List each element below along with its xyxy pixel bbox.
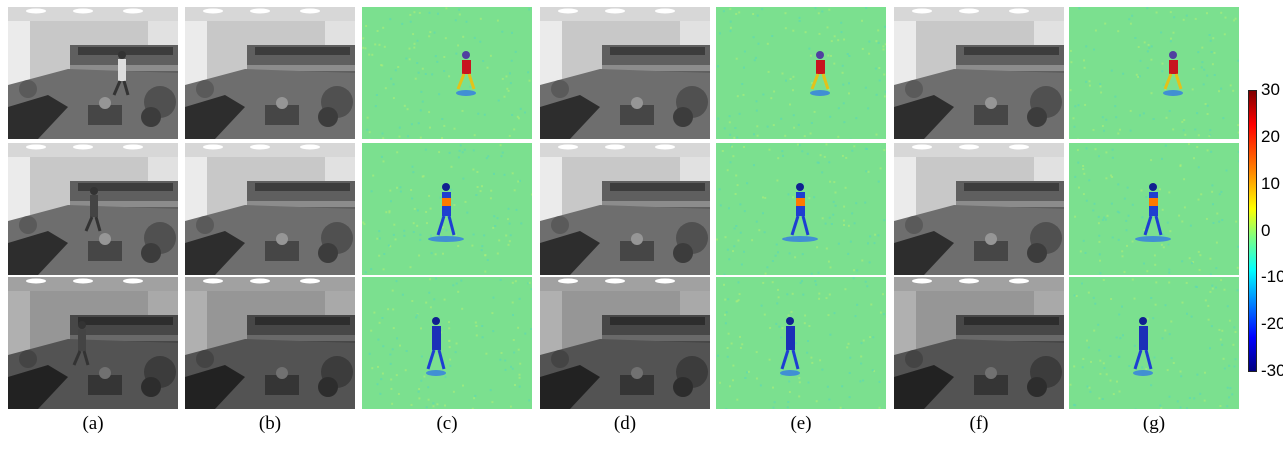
photo-panel xyxy=(8,277,178,409)
colorbar-tick-label: -20 xyxy=(1261,314,1283,333)
panel-caption: (g) xyxy=(1142,413,1166,434)
panel-caption: (c) xyxy=(436,413,458,434)
photo-panel xyxy=(8,7,178,139)
photo-panel xyxy=(894,277,1064,409)
panel-caption: (e) xyxy=(790,413,812,434)
photo-panel xyxy=(8,143,178,275)
colorbar-tick-label: 30 xyxy=(1261,80,1280,99)
heatmap-panel xyxy=(362,277,532,409)
panel-caption: (d) xyxy=(613,413,637,434)
colorbar xyxy=(1248,90,1257,372)
panel-caption: (f) xyxy=(969,413,989,434)
heatmap-panel xyxy=(1069,277,1239,409)
photo-panel xyxy=(894,7,1064,139)
heatmap-panel xyxy=(716,7,886,139)
photo-panel xyxy=(185,143,355,275)
colorbar-tick-label: 20 xyxy=(1261,127,1280,146)
colorbar-tick-label: -10 xyxy=(1261,267,1283,286)
photo-panel xyxy=(540,143,710,275)
heatmap-panel xyxy=(362,143,532,275)
heatmap-panel xyxy=(716,143,886,275)
colorbar-tick-label: -30 xyxy=(1261,361,1283,380)
photo-panel xyxy=(540,277,710,409)
panel-caption: (a) xyxy=(82,413,104,434)
heatmap-panel xyxy=(716,277,886,409)
photo-panel xyxy=(894,143,1064,275)
photo-panel xyxy=(185,277,355,409)
heatmap-panel xyxy=(362,7,532,139)
panel-caption: (b) xyxy=(258,413,282,434)
colorbar-tick-label: 10 xyxy=(1261,174,1280,193)
heatmap-panel xyxy=(1069,143,1239,275)
photo-panel xyxy=(185,7,355,139)
photo-panel xyxy=(540,7,710,139)
heatmap-panel xyxy=(1069,7,1239,139)
colorbar-tick-label: 0 xyxy=(1261,221,1271,240)
